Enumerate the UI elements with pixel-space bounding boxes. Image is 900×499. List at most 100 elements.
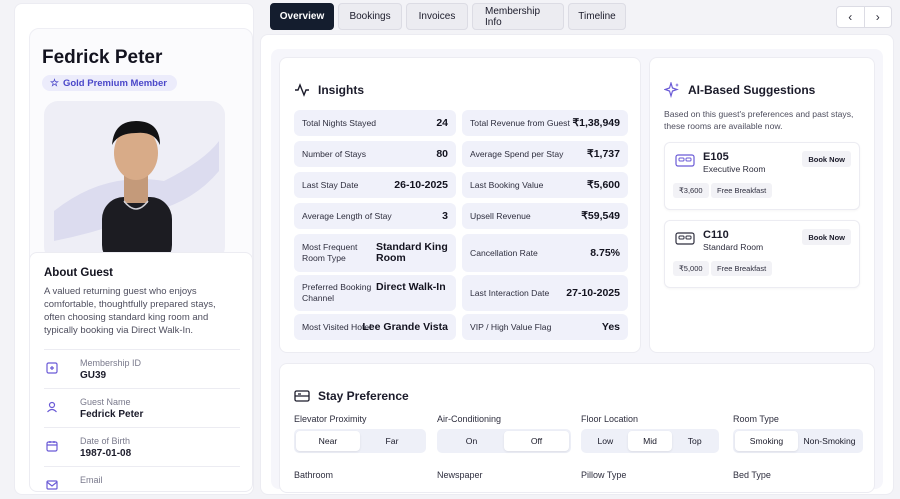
insight-value: 24 — [436, 116, 448, 129]
guest-photo — [44, 101, 225, 261]
about-guest-card: About Guest A valued returning guest who… — [29, 252, 253, 492]
guest-name: Fedrick Peter — [42, 47, 163, 68]
insight-label: Last Interaction Date — [470, 287, 550, 298]
insight-value: 27-10-2025 — [566, 286, 620, 299]
overview-panel: Insights Total Nights Stayed 24 Number of … — [260, 34, 894, 495]
insight-value: Lee Grande Vista — [362, 320, 448, 333]
info-row-membership-id: Membership ID GU39 — [44, 349, 240, 387]
stay-title: Stay Preference — [318, 389, 409, 403]
insight-cell: Most Visited Hotel Lee Grande Vista — [294, 314, 456, 340]
preference-label: Air-Conditioning — [437, 414, 502, 424]
stay-preference-card: Stay Preference Elevator Proximity Near Fa… — [279, 363, 875, 493]
preference-option[interactable]: Near — [296, 431, 360, 451]
suggestions-title: AI-Based Suggestions — [688, 83, 816, 97]
tab-membership-info[interactable]: Membership Info — [472, 3, 564, 30]
room-type: Executive Room — [703, 164, 766, 174]
preference-option[interactable]: Top — [687, 436, 702, 446]
insight-label: Average Spend per Stay — [470, 148, 564, 159]
mail-icon — [46, 480, 58, 490]
preference-label: Room Type — [733, 414, 779, 424]
insight-cell: Cancellation Rate 8.75% — [462, 234, 628, 272]
preference-toggle: Near Far — [294, 429, 426, 453]
room-card: C110 Standard Room Book Now ₹5,000 Free … — [664, 220, 860, 288]
info-row-email: Email — [44, 466, 240, 494]
star-icon: ☆ — [50, 77, 59, 89]
tab-invoices[interactable]: Invoices — [406, 3, 468, 30]
insights-header: Insights — [294, 82, 364, 98]
tab-bar: Overview Bookings Invoices Membership In… — [270, 3, 626, 30]
info-label: Guest Name — [80, 397, 131, 407]
preference-option[interactable]: On — [465, 436, 478, 446]
bed-icon — [675, 232, 695, 245]
room-perk: Free Breakfast — [711, 261, 773, 276]
preference-label: Pillow Type — [581, 470, 627, 480]
tab-bookings[interactable]: Bookings — [338, 3, 402, 30]
insight-cell: Most Frequent Room Type Standard King Roo… — [294, 234, 456, 272]
about-text: A valued returning guest who enjoys comf… — [44, 286, 216, 336]
insight-cell: Number of Stays 80 — [294, 141, 456, 167]
book-now-button[interactable]: Book Now — [802, 151, 851, 167]
insight-cell: Average Spend per Stay ₹1,737 — [462, 141, 628, 167]
preference-label: Floor Location — [581, 414, 639, 424]
guest-profile-panel: Fedrick Peter ☆ Gold Premium Member Abou… — [14, 3, 254, 495]
pager: ‹ › — [836, 6, 892, 28]
stay-header: Stay Preference — [294, 388, 409, 404]
tab-overview[interactable]: Overview — [270, 3, 334, 30]
info-value: Fedrick Peter — [80, 409, 144, 420]
tab-timeline[interactable]: Timeline — [568, 3, 626, 30]
insight-label: Total Nights Stayed — [302, 117, 377, 128]
insight-cell: Preferred Booking Channel Direct Walk-In — [294, 275, 456, 311]
preference-toggle: On Off — [437, 429, 571, 453]
room-number: C110 — [703, 229, 729, 241]
insights-card: Insights Total Nights Stayed 24 Number of … — [279, 57, 641, 353]
bed-icon — [294, 390, 310, 402]
insight-label: Last Booking Value — [470, 179, 544, 190]
info-row-dob: Date of Birth 1987-01-08 — [44, 427, 240, 465]
ai-suggestions-card: AI-Based Suggestions Based on this guest… — [649, 57, 875, 353]
pulse-icon — [295, 83, 309, 97]
insight-cell: VIP / High Value Flag Yes — [462, 314, 628, 340]
preference-option[interactable]: Mid — [627, 431, 673, 451]
room-type: Standard Room — [703, 242, 764, 252]
preference-option[interactable]: Smoking — [735, 431, 798, 451]
room-perk: Free Breakfast — [711, 183, 773, 198]
preference-toggle: Low Mid Top — [581, 429, 719, 453]
chevron-right-icon[interactable]: › — [875, 10, 880, 24]
insight-cell: Upsell Revenue ₹59,549 — [462, 203, 628, 229]
insight-value: Yes — [601, 320, 620, 333]
insight-value: 80 — [436, 147, 448, 160]
insights-title: Insights — [318, 83, 365, 97]
insight-cell: Last Stay Date 26-10-2025 — [294, 172, 456, 198]
room-price: ₹3,600 — [673, 183, 709, 198]
insight-value: Standard King Room — [376, 241, 448, 264]
user-icon — [47, 401, 57, 413]
insight-value: 3 — [442, 209, 448, 222]
insight-label: Average Length of Stay — [302, 210, 392, 221]
insight-value: ₹5,600 — [587, 178, 620, 191]
insight-value: 8.75% — [590, 246, 620, 259]
preference-option[interactable]: Low — [597, 436, 614, 446]
book-now-button[interactable]: Book Now — [802, 229, 851, 245]
preference-label: Bathroom — [294, 470, 334, 480]
insight-value: ₹1,737 — [587, 147, 620, 160]
insight-cell: Last Interaction Date 27-10-2025 — [462, 275, 628, 311]
info-label: Membership ID — [80, 358, 142, 368]
info-label: Email — [80, 475, 103, 485]
preference-option[interactable]: Non-Smoking — [803, 436, 856, 446]
insight-label: Last Stay Date — [302, 179, 359, 190]
bed-icon — [675, 154, 695, 167]
insight-cell: Total Revenue from Guest ₹1,38,949 — [462, 110, 628, 136]
preference-option[interactable]: Far — [385, 436, 399, 446]
preference-toggle: Smoking Non-Smoking — [733, 429, 863, 453]
room-number: E105 — [703, 151, 729, 163]
preference-label: Bed Type — [733, 470, 771, 480]
insight-label: Preferred Booking Channel — [302, 282, 372, 303]
info-value: 1987-01-08 — [80, 448, 132, 459]
insight-value: ₹1,38,949 — [572, 116, 620, 129]
chevron-left-icon[interactable]: ‹ — [837, 7, 865, 27]
insight-value: Direct Walk-In — [376, 281, 446, 293]
id-card-icon — [46, 362, 58, 374]
preference-option[interactable]: Off — [504, 431, 569, 451]
room-price: ₹5,000 — [673, 261, 709, 276]
room-card: E105 Executive Room Book Now ₹3,600 Free… — [664, 142, 860, 210]
